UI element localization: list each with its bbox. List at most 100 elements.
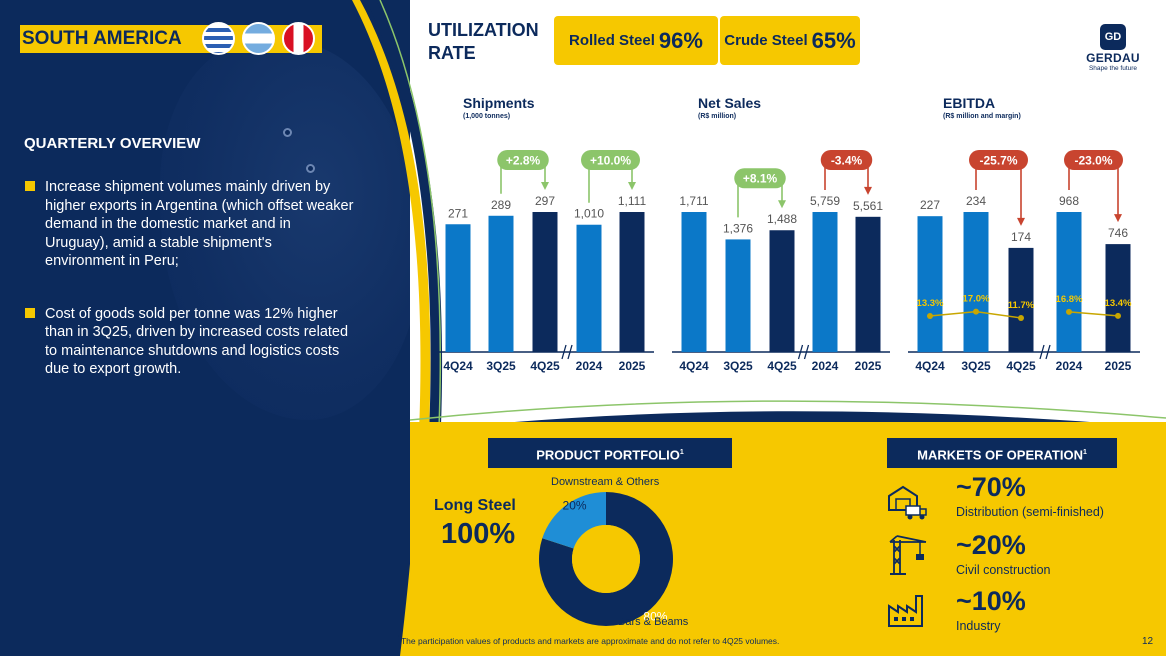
market-share-value: ~70% (956, 472, 1026, 502)
peru-flag-icon (282, 22, 315, 55)
utilization-title-line: RATE (428, 43, 476, 63)
overview-title: QUARTERLY OVERVIEW (24, 135, 201, 152)
ebitda-margin-point (1018, 314, 1024, 321)
shipments-variation-pill (581, 150, 640, 170)
net-sales-variation-pill (820, 150, 873, 170)
net-sales-value-label: 1,376 (723, 221, 753, 235)
ebitda-margin-point (927, 313, 933, 320)
ebitda-bar (963, 212, 989, 352)
shipments-axis-break (561, 344, 573, 360)
shipments-variation-label: +2.8% (506, 154, 541, 168)
rolled-steel-label: Rolled Steel (569, 32, 655, 49)
shipments-variation-label: +10.0% (590, 154, 631, 168)
net-sales-bar (812, 212, 838, 352)
shipments-variation-arrow (541, 182, 549, 190)
map-marker (306, 164, 315, 173)
net-sales-bar (681, 212, 707, 352)
ebitda-value-label: 227 (920, 198, 940, 212)
ebitda-variation-label: -25.7% (979, 154, 1017, 168)
ebitda-bar (1056, 212, 1082, 352)
shipments-bar (619, 212, 645, 352)
ebitda-margin-label: 11.7% (1008, 300, 1035, 311)
ebitda-bar (1105, 244, 1131, 352)
shipments-title: Shipments (463, 95, 535, 111)
shipments-value-label: 271 (448, 206, 468, 220)
shipments-value-label: 1,010 (574, 207, 604, 221)
ebitda-tick-label: 4Q25 (1006, 359, 1036, 373)
shipments-unit: (1,000 tonnes) (463, 113, 511, 120)
net-sales-variation-arrow (864, 186, 872, 195)
ebitda-margin-label: 17.0% (963, 294, 990, 305)
donut-value-label: 80% (643, 609, 667, 623)
market-share-label: Civil construction (956, 563, 1051, 577)
donut-slice (542, 492, 606, 549)
ebitda-value-label: 968 (1059, 194, 1079, 208)
net-sales-variation-label: +8.1% (743, 172, 778, 186)
argentina-flag-icon (242, 22, 275, 55)
shipments-tick-label: 4Q25 (530, 359, 560, 373)
shipments-bar (532, 212, 558, 352)
ebitda-variation-label: -23.0% (1074, 154, 1112, 168)
shipments-tick-label: 2024 (576, 359, 603, 373)
net-sales-bar (855, 216, 881, 352)
footnote-marker: 1 (1082, 449, 1087, 456)
ebitda-variation-pill (969, 150, 1028, 170)
ebitda-tick-label: 2024 (1056, 359, 1083, 373)
footnote: 1The participation values of products an… (397, 634, 779, 646)
bar-charts: 271 4Q24 289 3Q25 297 4Q25 1,010 2024 1,111 2025 +… (436, 150, 1140, 373)
crude-steel-value: 65% (811, 27, 856, 53)
overview-bullets: Increase shipment volumes mainly driven … (24, 178, 354, 413)
logo-mark-icon: GD (1100, 24, 1126, 50)
donut-hole (572, 525, 640, 593)
ebitda-tick-label: 3Q25 (961, 359, 991, 373)
ebitda-margin-point (1115, 312, 1121, 319)
ebitda-margin-point (1066, 308, 1072, 315)
shipments-tick-label: 3Q25 (486, 359, 516, 373)
market-share-label: Industry (956, 619, 1001, 633)
logo-tagline: Shape the future (1088, 65, 1138, 72)
shipments-value-label: 289 (491, 198, 511, 212)
long-steel-label: Long Steel (434, 497, 516, 514)
utilization-title: UTILIZATION RATE (428, 19, 539, 65)
net-sales-value-label: 1,488 (767, 212, 797, 226)
net-sales-variation-pill (734, 168, 786, 189)
ebitda-value-label: 174 (1011, 230, 1031, 244)
ebitda-margin-label: 13.4% (1105, 298, 1132, 309)
net-sales-unit: (R$ million) (698, 113, 737, 120)
net-sales-title: Net Sales (698, 95, 762, 111)
ebitda-value-label: 746 (1108, 226, 1128, 240)
net-sales-variation-arrow (778, 200, 786, 209)
pie-category-label: Downstream & Others (551, 476, 660, 488)
ebitda-title: EBITDA (943, 95, 996, 111)
gerdau-logo: GD GERDAU Shape the future (1083, 24, 1143, 72)
logo-name: GERDAU (1086, 51, 1140, 65)
shipments-variation-pill (497, 150, 549, 170)
shipments-bar (445, 224, 471, 352)
net-sales-axis-break (797, 344, 810, 360)
donut-value-label: 20% (563, 499, 587, 513)
ebitda-bar (917, 216, 943, 352)
shipments-tick-label: 4Q24 (443, 359, 473, 373)
market-share-label: Distribution (semi-finished) (956, 505, 1104, 519)
market-share-value: ~10% (956, 586, 1026, 616)
net-sales-tick-label: 3Q25 (723, 359, 753, 373)
pie-category-label: Bars & Beams (618, 616, 689, 628)
market-share-value: ~20% (956, 530, 1026, 560)
ebitda-bar (1008, 247, 1034, 352)
net-sales-variation-label: -3.4% (831, 154, 863, 168)
shipments-value-label: 297 (535, 194, 555, 208)
utilization-title-line: UTILIZATION (428, 20, 539, 40)
ebitda-margin-line (1068, 311, 1119, 317)
overview-bullet: Increase shipment volumes mainly driven … (24, 178, 354, 271)
ebitda-margin-label: 13.3% (917, 298, 944, 309)
net-sales-value-label: 5,759 (810, 194, 840, 208)
shipments-bar (576, 224, 602, 352)
overview-bullet: Cost of goods sold per tonne was 12% hig… (24, 305, 354, 379)
portfolio-donut: 80% 20% (539, 492, 673, 626)
ebitda-variation-arrow (1114, 214, 1122, 223)
crane-icon (889, 535, 927, 575)
shipments-variation-arrow (628, 182, 636, 190)
page-number: 12 (1142, 636, 1154, 647)
net-sales-value-label: 5,561 (853, 199, 883, 213)
footnote-marker: 1 (397, 634, 401, 642)
